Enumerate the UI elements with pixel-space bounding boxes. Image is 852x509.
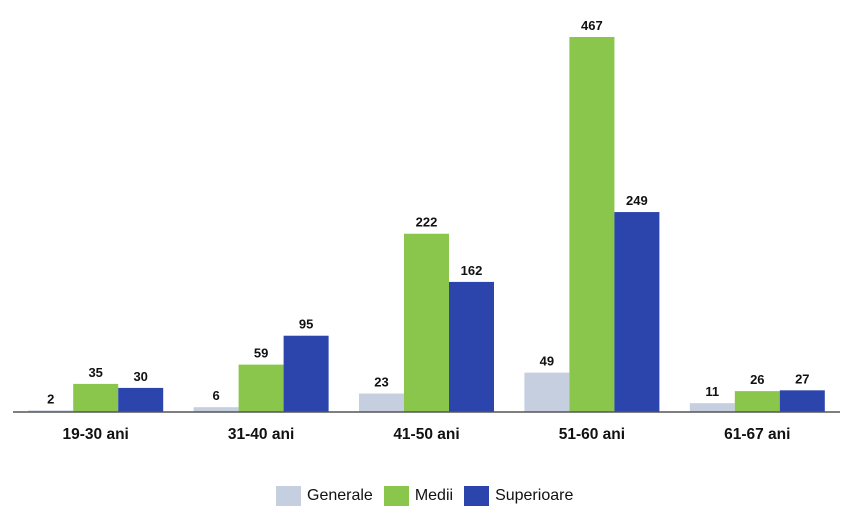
legend-swatch-generale	[276, 486, 301, 506]
bars-group	[28, 37, 825, 412]
value-label-generale-0: 2	[47, 391, 54, 406]
legend-swatch-superioare	[464, 486, 490, 506]
value-label-medii-1: 59	[254, 346, 268, 361]
legend-swatch-medii	[383, 486, 409, 506]
bar-medii-1	[238, 364, 284, 412]
value-label-generale-3: 49	[540, 354, 554, 369]
bar-superioare-2	[449, 281, 494, 412]
value-label-medii-3: 467	[581, 18, 603, 33]
bar-generale-0	[28, 410, 74, 412]
bar-medii-4	[734, 391, 780, 412]
bar-superioare-0	[118, 387, 164, 412]
value-label-superioare-3: 249	[626, 193, 648, 208]
legend: Generale Medii Superioare	[276, 486, 584, 506]
legend-label-medii: Medii	[414, 487, 454, 504]
value-label-medii-2: 222	[416, 215, 438, 230]
bar-superioare-3	[614, 212, 660, 412]
x-tick-label-1: 31-40 ani	[228, 426, 294, 443]
x-tick-label-0: 19-30 ani	[63, 426, 129, 443]
value-label-superioare-2: 162	[461, 263, 483, 278]
value-label-superioare-1: 95	[299, 317, 313, 332]
value-label-generale-2: 23	[374, 375, 388, 390]
legend-item-superioare: Superioare	[464, 486, 573, 506]
bar-superioare-4	[779, 390, 825, 412]
bar-generale-3	[524, 372, 570, 412]
legend-label-superioare: Superioare	[495, 487, 574, 504]
value-label-generale-1: 6	[212, 388, 219, 403]
legend-item-medii: Medii	[383, 486, 454, 506]
value-label-medii-4: 26	[750, 372, 764, 387]
value-labels-group: 2 35 30 6 59 95 23 222 162 49 467 249 11 26 27	[47, 18, 809, 406]
bar-generale-4	[689, 403, 735, 412]
value-label-superioare-0: 30	[133, 369, 147, 384]
x-tick-label-2: 41-50 ani	[393, 426, 459, 443]
bar-generale-1	[193, 407, 239, 412]
value-label-superioare-4: 27	[795, 371, 809, 386]
bar-medii-2	[404, 233, 449, 412]
bar-medii-3	[569, 37, 615, 412]
value-label-medii-0: 35	[88, 365, 102, 380]
bar-superioare-1	[283, 335, 329, 412]
value-label-generale-4: 11	[705, 384, 719, 399]
x-tick-labels-group: 19-30 ani 31-40 ani 41-50 ani 51-60 ani 61-6…	[63, 426, 791, 443]
legend-label-generale: Generale	[307, 487, 373, 504]
x-tick-label-3: 51-60 ani	[559, 426, 625, 443]
legend-item-generale: Generale	[276, 486, 373, 506]
bar-generale-2	[359, 393, 404, 412]
x-tick-label-4: 61-67 ani	[724, 426, 790, 443]
chart-svg: 2 35 30 6 59 95 23 222 162 49 467 249 11 26 27 19-30 a…	[13, 18, 840, 443]
bar-medii-0	[73, 383, 119, 412]
